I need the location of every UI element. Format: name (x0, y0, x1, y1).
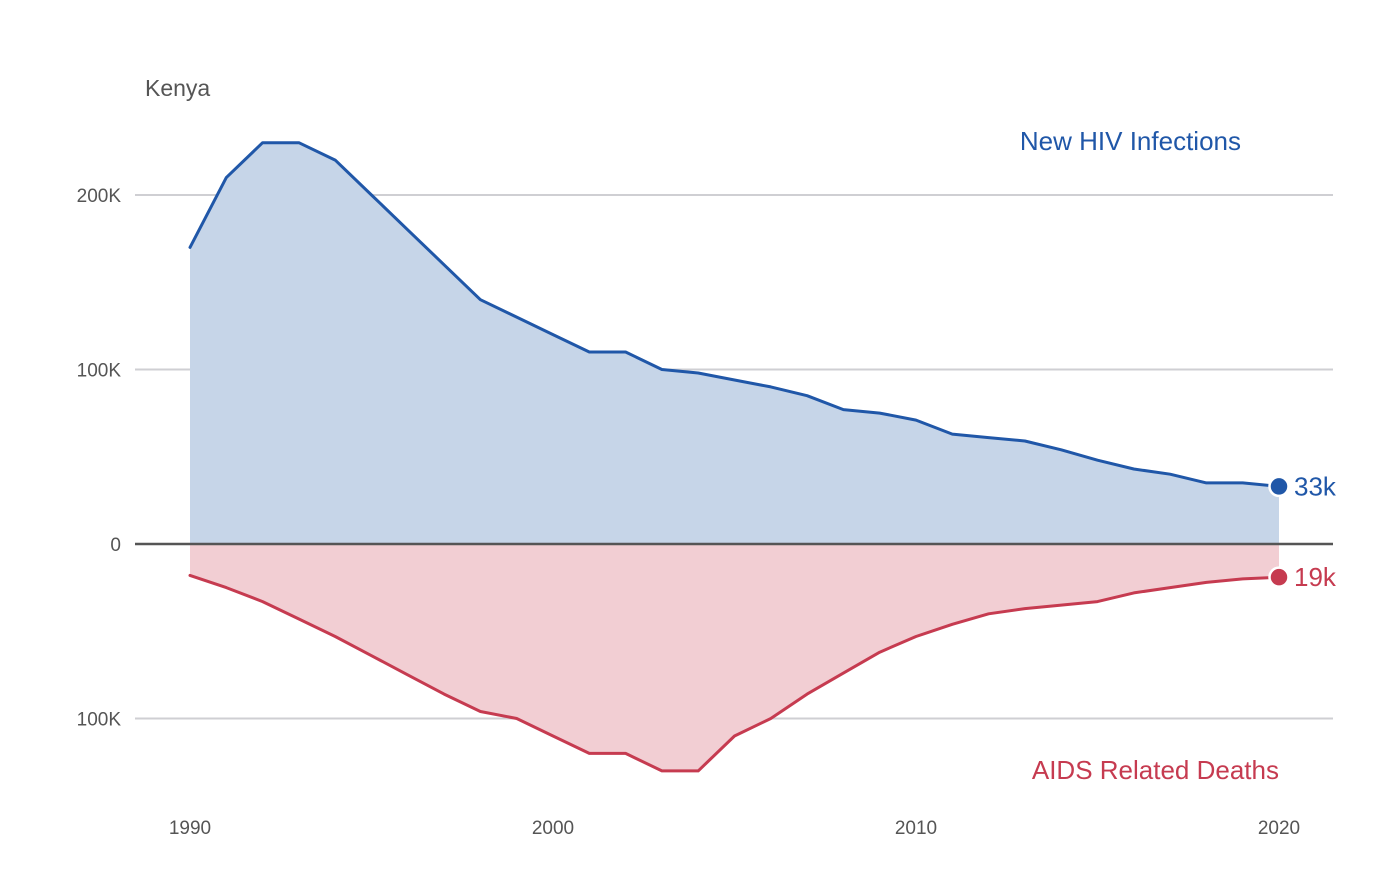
infections-end-label: 33k (1294, 471, 1337, 501)
x-tick-label: 1990 (169, 818, 211, 839)
infections-end-point (1268, 475, 1290, 498)
x-tick-label: 2000 (532, 818, 574, 839)
infections-area (190, 142, 1279, 544)
x-tick-label: 2020 (1258, 818, 1300, 839)
chart-title: Kenya (145, 75, 210, 101)
deaths-end-point (1268, 566, 1290, 588)
y-tick-label: 100K (77, 361, 122, 382)
y-tick-label: 0 (110, 535, 121, 556)
area-fills (190, 142, 1279, 771)
labels: 200K 100K 0 100K 1990 2000 2010 2020 33k New HIV … (77, 126, 1337, 839)
y-tick-label: 200K (77, 186, 122, 207)
deaths-line (188, 573, 1281, 773)
series-lines (188, 141, 1281, 773)
y-tick-label: 100K (77, 710, 122, 731)
infections-line (188, 141, 1281, 488)
deaths-series-label: AIDS Related Deaths (1032, 755, 1279, 785)
deaths-area (190, 544, 1279, 771)
end-markers (1268, 475, 1290, 588)
infections-series-label: New HIV Infections (1020, 126, 1241, 156)
x-tick-label: 2010 (895, 818, 937, 839)
deaths-end-label: 19k (1294, 562, 1337, 592)
